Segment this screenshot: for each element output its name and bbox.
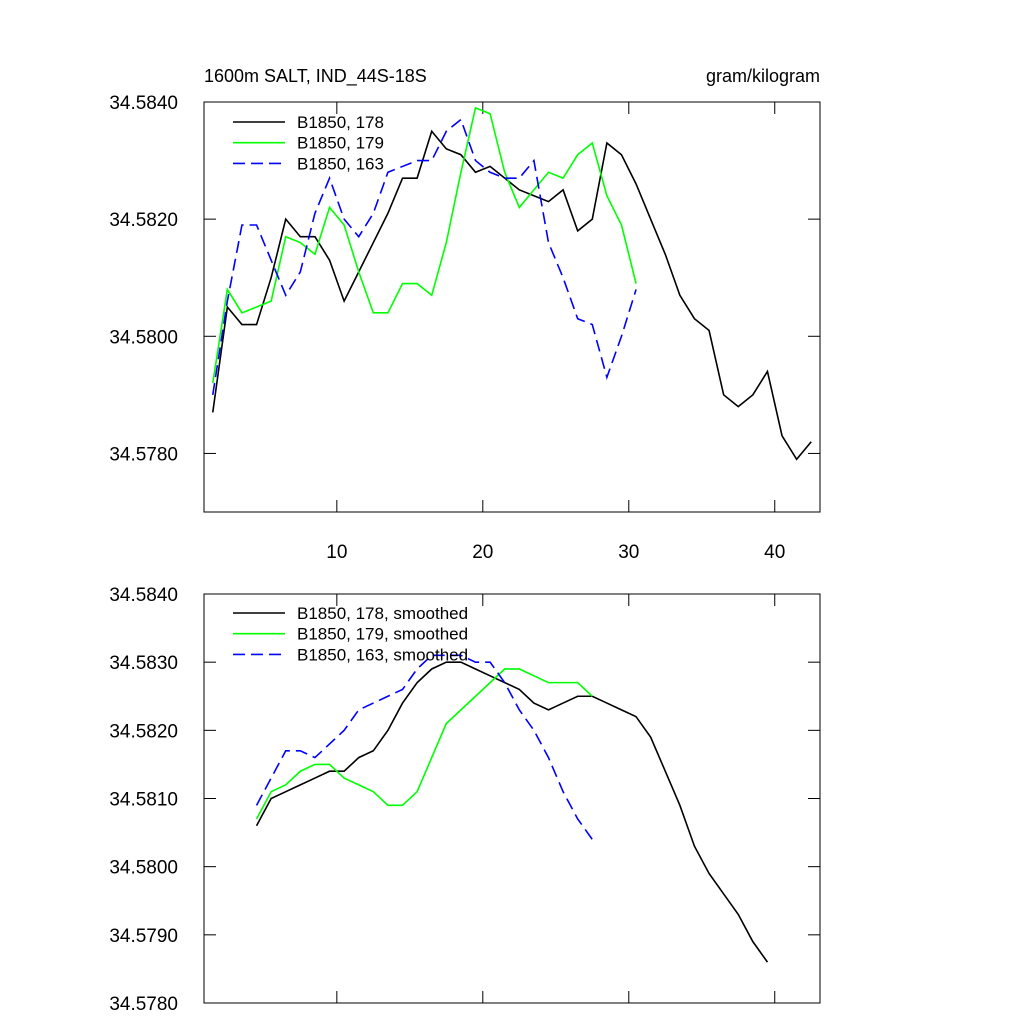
series-line [211,106,637,384]
y-tick-label: 34.5840 [109,585,178,606]
y-tick-label: 34.5800 [109,858,178,879]
legend-label: B1850, 179 [297,134,384,153]
y-tick-label: 34.5840 [109,93,178,114]
series-line [211,129,812,461]
legend-label: B1850, 163 [297,154,384,173]
plot-frame [203,101,821,513]
y-tick-label: 34.5810 [109,790,178,811]
series-line [255,654,593,840]
x-tick-label: 40 [764,542,785,563]
legend-label: B1850, 178, smoothed [297,604,468,623]
x-tick-label: 20 [472,542,493,563]
y-tick-label: 34.5780 [109,444,178,465]
y-tick-label: 34.5820 [109,210,178,231]
y-tick-label: 34.5780 [109,994,178,1015]
legend-label: B1850, 178 [297,113,384,132]
legend-label: B1850, 179, smoothed [297,625,468,644]
series-line [255,661,769,963]
y-tick-label: 34.5790 [109,926,178,947]
y-tick-label: 34.5800 [109,327,178,348]
x-tick-label: 30 [618,542,639,563]
series-line [211,118,637,395]
y-tick-label: 34.5830 [109,653,178,674]
legend-label: B1850, 163, smoothed [297,645,468,664]
series-line [255,668,593,820]
y-tick-label: 34.5820 [109,721,178,742]
chart-title: 1600m SALT, IND_44S-18S [204,66,427,87]
units-label: gram/kilogram [706,66,820,86]
x-tick-label: 10 [326,542,347,563]
